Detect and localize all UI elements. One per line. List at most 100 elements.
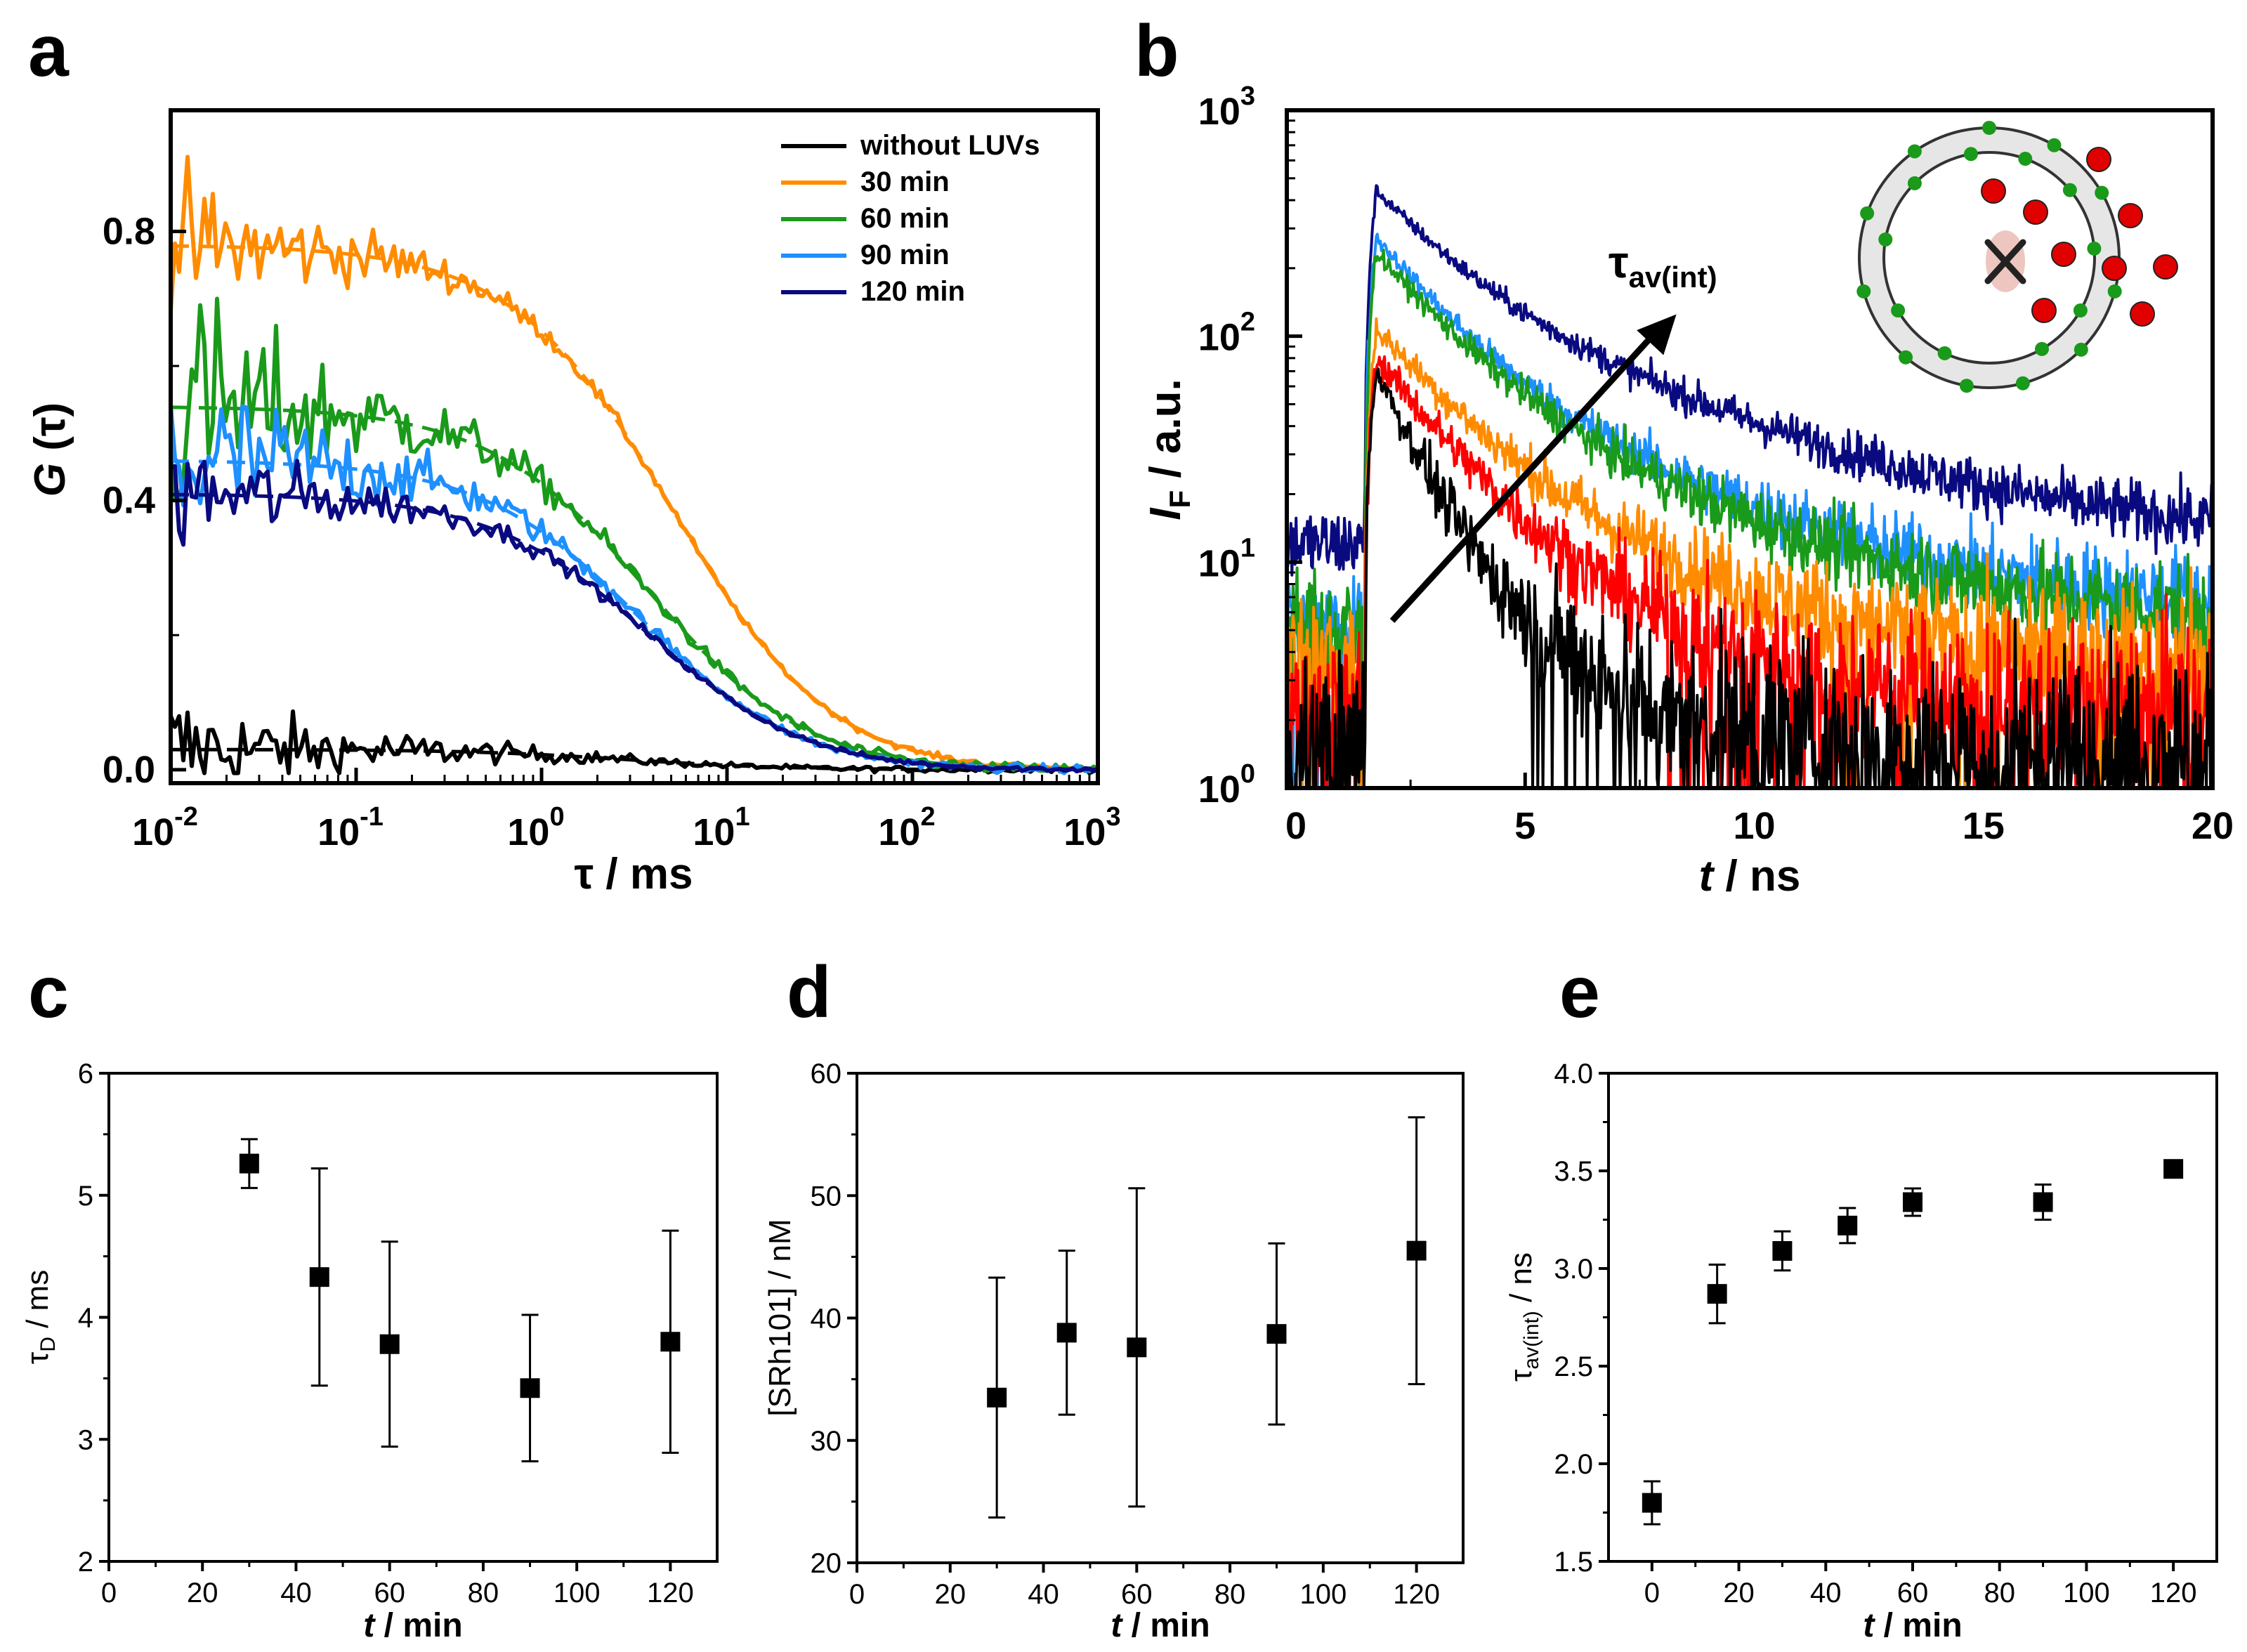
panel-d-x-tick-label: 80 (1214, 1579, 1246, 1610)
membrane-outer-dot (1860, 206, 1875, 221)
panel-b-y-tick-label: 101 (1198, 533, 1255, 584)
panel-a-fit-3 (171, 459, 1098, 771)
panel-a-series-layer (171, 155, 1098, 775)
panel-a-y-sym: G (26, 463, 74, 497)
panel-d-x-tick-label: 100 (1299, 1579, 1347, 1610)
panel-label-e: e (1559, 952, 1600, 1033)
dye-molecule (2102, 256, 2127, 281)
panel-e-point (2163, 1159, 2184, 1179)
panel-e-point (1707, 1284, 1727, 1304)
membrane-outer-dot (2047, 138, 2062, 152)
panel-a-x-tick-label: 102 (878, 802, 935, 853)
panel-c-point (660, 1332, 681, 1352)
panel-c-y-tick-label: 2 (78, 1547, 93, 1578)
panel-a-frame (169, 108, 1100, 785)
panel-c-x-tick-label: 60 (374, 1578, 405, 1608)
panel-c-y-tick-label: 6 (78, 1058, 93, 1089)
membrane-outer-dot (1907, 144, 1922, 159)
panel-e-frame (1607, 1072, 2218, 1563)
dye-molecule (2051, 242, 2076, 267)
dye-molecule (1981, 178, 2006, 204)
panel-e-point (1772, 1240, 1793, 1261)
panel-a-x-tick-label: 10-2 (132, 802, 198, 853)
panel-d-point (1127, 1337, 1147, 1358)
membrane-outer-dot (2074, 342, 2088, 357)
panel-d-point (987, 1387, 1007, 1408)
panel-c-taud-chart: 0 20 40 60 80 100 120 2 3 4 5 6 t / min τD / ms (20, 1058, 719, 1644)
panel-e-y-tick-label: 1.5 (1554, 1547, 1593, 1578)
panel-c-x-unit: / min (374, 1607, 462, 1644)
membrane-inner-dot (1891, 303, 1906, 317)
panel-a-x-tick-exp: 2 (920, 802, 935, 832)
panel-d-points (987, 1116, 1427, 1519)
panel-b-series-layer (1287, 184, 2213, 788)
panel-a-fit-4 (171, 492, 1098, 771)
panel-a-fit-1 (171, 244, 1098, 771)
membrane-dots (1856, 121, 2122, 393)
panel-b-y-tick-exp: 1 (1240, 533, 1255, 563)
panel-c-point (520, 1378, 540, 1398)
membrane-inner-dot (1963, 147, 1978, 162)
panel-b-tau-arrow (1389, 314, 1677, 623)
panel-e-x-unit: / min (1874, 1607, 1962, 1644)
panel-e-x-axis-label: t / min (1863, 1607, 1962, 1644)
panel-b-decay-5 (1287, 184, 2213, 577)
panel-a-y-rest: (τ) (26, 402, 74, 463)
panel-c-y-axis-label: τD / ms (20, 1270, 60, 1364)
panel-e-x-tick-label: 40 (1810, 1578, 1842, 1608)
panel-e-x-tick-label: 80 (1984, 1578, 2015, 1608)
membrane-outer-dot (2015, 376, 2030, 391)
panel-e-y-tick-label: 4.0 (1554, 1058, 1593, 1089)
panel-e-y-axis-label: τav(int) / ns (1504, 1252, 1543, 1382)
panel-c-y-tick-label: 4 (78, 1303, 93, 1334)
panel-e-y-tick-label: 3.0 (1554, 1254, 1593, 1285)
panel-e-point (1903, 1192, 1922, 1212)
dye-molecule (2118, 203, 2143, 228)
panel-e-x-tick-label: 0 (1644, 1578, 1660, 1608)
panel-e-point (2033, 1192, 2053, 1212)
panel-label-a: a (28, 11, 70, 92)
panel-b-y-rest: / a.u. (1141, 379, 1190, 490)
panel-b-decay-1 (1287, 355, 2213, 788)
panel-c-y-tick-label: 3 (78, 1424, 93, 1455)
panel-d-x-tick-label: 20 (935, 1579, 967, 1610)
panel-a-y-axis-label: G (τ) (26, 402, 74, 497)
panel-d-point (1266, 1324, 1287, 1344)
panel-a-legend-label: 120 min (860, 276, 965, 307)
dye-molecule (2086, 147, 2111, 172)
panel-b-decay-2 (1287, 317, 2213, 788)
panel-d-frame (856, 1072, 1465, 1564)
membrane-outer-dot (1899, 350, 1913, 365)
membrane-outer-dot (1856, 284, 1871, 299)
panel-c-x-tick-label: 120 (647, 1578, 694, 1608)
panel-d-x-unit: / min (1122, 1607, 1210, 1644)
panel-c-points (239, 1138, 681, 1463)
dye-molecule (2031, 298, 2057, 323)
membrane-outer-dot (2107, 284, 2122, 299)
panel-a-x-tick-label: 103 (1063, 802, 1120, 853)
panel-e-y-tick-label: 2.0 (1554, 1449, 1593, 1480)
panel-c-x-sym: t (363, 1607, 376, 1644)
panel-e-x-tick-label: 120 (2150, 1578, 2197, 1608)
panel-a-x-tick-exp: -1 (360, 802, 384, 832)
blocked-x-icon (1984, 239, 2026, 284)
panel-b-x-unit: / ns (1713, 852, 1800, 900)
panel-e-y-sub: av(int) (1520, 1311, 1543, 1369)
membrane-inner-dot (2035, 341, 2049, 356)
panel-e-lifetime-chart: 0 20 40 60 80 100 120 1.5 2.0 2.5 3.0 3.5 4.0 t / mi… (1504, 1058, 2218, 1644)
panel-b-y-sub: F (1163, 490, 1196, 509)
panel-d-x-tick-label: 0 (849, 1579, 865, 1610)
panel-a-y-tick-label: 0.0 (103, 749, 155, 791)
panel-b-arrow-label: τav(int) (1609, 237, 1717, 294)
panel-a-x-axis-label: τ / ms (575, 850, 693, 898)
panel-c-x-tick-label: 20 (187, 1578, 218, 1608)
panel-label-c: c (28, 952, 69, 1033)
panel-e-x-sym: t (1863, 1607, 1875, 1644)
panel-e-y-sym: τ (1504, 1369, 1538, 1382)
panel-b-y-tick-exp: 2 (1240, 308, 1255, 337)
membrane-inner-dot (1878, 232, 1893, 247)
panel-c-point (309, 1267, 329, 1287)
panel-d-x-sym: t (1111, 1607, 1123, 1644)
